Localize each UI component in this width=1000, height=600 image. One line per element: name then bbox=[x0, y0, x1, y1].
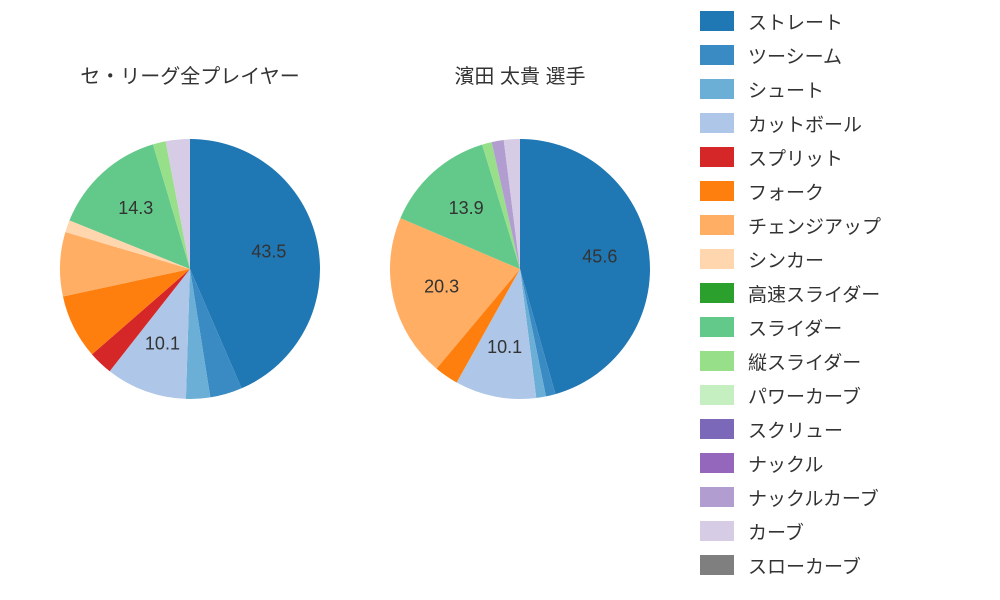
legend-item: ストレート bbox=[700, 4, 980, 38]
legend-swatch bbox=[700, 453, 734, 473]
legend-swatch bbox=[700, 79, 734, 99]
pie-slice-label: 20.3 bbox=[424, 277, 459, 297]
legend-item: ナックル bbox=[700, 446, 980, 480]
legend-item: パワーカーブ bbox=[700, 378, 980, 412]
legend-label: パワーカーブ bbox=[748, 382, 861, 409]
legend-item: シュート bbox=[700, 72, 980, 106]
legend-label: フォーク bbox=[748, 178, 824, 205]
legend-label: スクリュー bbox=[748, 416, 843, 443]
legend-item: ナックルカーブ bbox=[700, 480, 980, 514]
legend-item: カットボール bbox=[700, 106, 980, 140]
legend-label: スプリット bbox=[748, 144, 843, 171]
pie-slice-label: 14.3 bbox=[118, 198, 153, 218]
pie-chart-league: セ・リーグ全プレイヤー 43.5 10.1 14.3 bbox=[40, 60, 340, 419]
legend-item: チェンジアップ bbox=[700, 208, 980, 242]
legend-swatch bbox=[700, 351, 734, 371]
pie-slice-label: 43.5 bbox=[251, 241, 286, 261]
legend-label: ナックル bbox=[748, 450, 823, 477]
legend-label: ツーシーム bbox=[748, 42, 842, 69]
chart-area: セ・リーグ全プレイヤー 43.5 10.1 14.3 濱田 太貴 選手 45.6 10… bbox=[0, 0, 680, 600]
legend-swatch bbox=[700, 249, 734, 269]
legend-label: スライダー bbox=[748, 314, 842, 341]
legend-item: スクリュー bbox=[700, 412, 980, 446]
legend-item: スローカーブ bbox=[700, 548, 980, 582]
legend-item: シンカー bbox=[700, 242, 980, 276]
pie-svg-player: 45.6 10.1 20.3 13.9 bbox=[370, 119, 670, 419]
legend-swatch bbox=[700, 45, 734, 65]
legend-label: カットボール bbox=[748, 110, 862, 137]
legend-swatch bbox=[700, 147, 734, 167]
legend-item: フォーク bbox=[700, 174, 980, 208]
pie-svg-league: 43.5 10.1 14.3 bbox=[40, 119, 340, 419]
legend-label: シンカー bbox=[748, 246, 824, 273]
legend-label: ストレート bbox=[748, 8, 843, 35]
legend-label: スローカーブ bbox=[748, 552, 861, 579]
legend-swatch bbox=[700, 181, 734, 201]
legend-swatch bbox=[700, 113, 734, 133]
legend-swatch bbox=[700, 215, 734, 235]
pie-slice-label: 10.1 bbox=[145, 333, 180, 353]
pie-slice-label: 10.1 bbox=[487, 337, 522, 357]
pie-title-player: 濱田 太貴 選手 bbox=[370, 60, 670, 89]
legend: ストレートツーシームシュートカットボールスプリットフォークチェンジアップシンカー… bbox=[700, 0, 980, 600]
legend-item: ツーシーム bbox=[700, 38, 980, 72]
legend-swatch bbox=[700, 419, 734, 439]
legend-label: 高速スライダー bbox=[748, 280, 880, 307]
legend-swatch bbox=[700, 521, 734, 541]
legend-swatch bbox=[700, 487, 734, 507]
legend-label: ナックルカーブ bbox=[748, 484, 879, 511]
pie-slice-label: 13.9 bbox=[449, 198, 484, 218]
legend-swatch bbox=[700, 555, 734, 575]
legend-label: シュート bbox=[748, 76, 824, 103]
legend-item: スプリット bbox=[700, 140, 980, 174]
legend-swatch bbox=[700, 11, 734, 31]
pie-title-league: セ・リーグ全プレイヤー bbox=[40, 60, 340, 89]
pie-slice-label: 45.6 bbox=[582, 247, 617, 267]
legend-swatch bbox=[700, 317, 734, 337]
pie-chart-player: 濱田 太貴 選手 45.6 10.1 20.3 13.9 bbox=[370, 60, 670, 419]
legend-item: 縦スライダー bbox=[700, 344, 980, 378]
legend-swatch bbox=[700, 283, 734, 303]
legend-item: スライダー bbox=[700, 310, 980, 344]
legend-label: チェンジアップ bbox=[748, 212, 881, 239]
legend-item: 高速スライダー bbox=[700, 276, 980, 310]
legend-label: 縦スライダー bbox=[748, 348, 861, 375]
legend-item: カーブ bbox=[700, 514, 980, 548]
legend-swatch bbox=[700, 385, 734, 405]
legend-label: カーブ bbox=[748, 518, 804, 545]
